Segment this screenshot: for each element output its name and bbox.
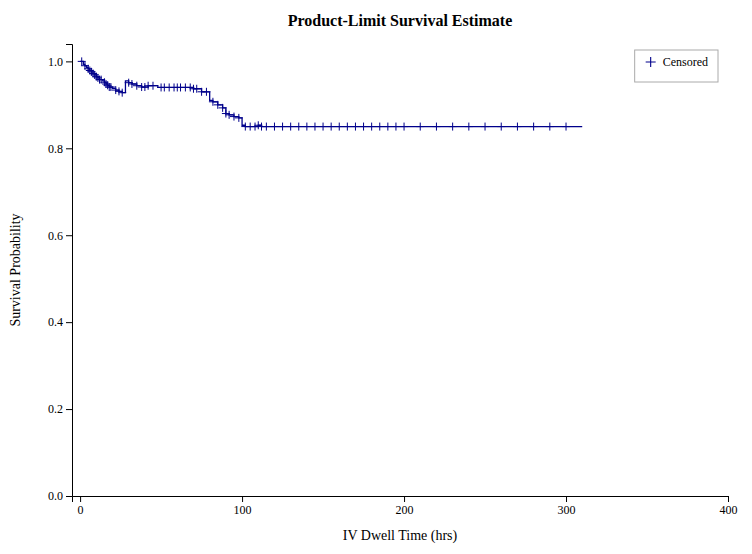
y-axis: 0.0 0.2 0.4 0.6 0.8 1.0 [48, 45, 73, 504]
title: Product-Limit Survival Estimate [288, 12, 513, 29]
x-tick-mark [728, 496, 729, 502]
censored-mark [392, 123, 400, 131]
censored-mark [481, 123, 489, 131]
y-tick-label: 0.8 [48, 142, 63, 156]
y-tick-mark [66, 496, 72, 497]
y-tick: 0.4 [48, 315, 72, 329]
y-tick: 0.2 [48, 402, 72, 416]
legend-frame [635, 50, 718, 82]
x-tick-label: 100 [234, 503, 252, 517]
y-axis-line [66, 45, 73, 497]
chart: 0 100 200 300 400 0.0 0.2 0.4 0.6 0.8 1.0 Censored P… [0, 0, 752, 554]
censored-mark [133, 82, 141, 90]
y-tick-label: 0.2 [48, 402, 63, 416]
y-tick-label: 0.6 [48, 229, 63, 243]
censored-mark [319, 123, 327, 131]
censored-mark [400, 123, 408, 131]
censored-mark [530, 123, 538, 131]
y-tick-label: 1.0 [48, 55, 63, 69]
censored-mark [368, 123, 376, 131]
censored-mark [449, 123, 457, 131]
y-axis-title: Survival Probability [8, 213, 23, 326]
x-axis: 0 100 200 300 400 [73, 496, 738, 517]
plot: 0 100 200 300 400 0.0 0.2 0.4 0.6 0.8 1.0 Censored [48, 45, 738, 517]
y-tick-mark [66, 61, 72, 62]
censored-mark [230, 113, 238, 121]
censored-mark [546, 123, 554, 131]
legend-symbol [646, 57, 656, 67]
censored-mark [465, 123, 473, 131]
y-tick: 1.0 [48, 55, 72, 69]
y-tick: 0.0 [48, 489, 72, 503]
censored-mark [343, 123, 351, 131]
x-tick-label: 0 [78, 503, 84, 517]
x-tick-mark [404, 496, 405, 502]
censored-mark [118, 89, 126, 97]
censored-mark [287, 123, 295, 131]
x-tick: 100 [234, 496, 252, 517]
y-tick: 0.8 [48, 142, 72, 156]
x-tick-label: 400 [720, 503, 738, 517]
censored-mark [235, 114, 243, 122]
marks [78, 57, 583, 130]
y-tick: 0.6 [48, 229, 72, 243]
censored-mark [376, 123, 384, 131]
x-tick-label: 200 [396, 503, 414, 517]
censored-mark [311, 123, 319, 131]
censored-mark [432, 123, 440, 131]
y-tick-label: 0.4 [48, 315, 63, 329]
censored-mark [303, 123, 311, 131]
censored-mark [295, 123, 303, 131]
censored-mark [225, 111, 233, 119]
y-tick-mark [66, 409, 72, 410]
y-tick-mark [66, 322, 72, 323]
legend-label: Censored [663, 55, 708, 69]
x-axis-line [73, 497, 729, 503]
censored-mark [562, 123, 570, 131]
censored-mark [262, 123, 270, 131]
y-tick-label: 0.0 [48, 489, 63, 503]
censored-mark [279, 123, 287, 131]
censored-mark [335, 123, 343, 131]
survival-curve [80, 61, 582, 126]
censored-mark [351, 123, 359, 131]
x-tick: 200 [396, 496, 414, 517]
x-tick-mark [80, 496, 81, 502]
censored-mark [270, 123, 278, 131]
x-tick: 0 [78, 496, 84, 517]
censored-mark [497, 123, 505, 131]
x-axis-title: IV Dwell Time (hrs) [343, 528, 458, 544]
censored-mark [360, 123, 368, 131]
y-tick-mark [66, 148, 72, 149]
y-tick-mark [66, 235, 72, 236]
censored-mark [513, 123, 521, 131]
x-tick-label: 300 [558, 503, 576, 517]
censored-mark [149, 82, 157, 90]
censored-mark [202, 88, 210, 96]
x-tick-mark [242, 496, 243, 502]
censored-mark [416, 123, 424, 131]
censored-mark [128, 80, 136, 88]
censored-mark [327, 123, 335, 131]
x-tick: 300 [558, 496, 576, 517]
x-tick: 400 [720, 496, 738, 517]
legend: Censored [635, 50, 718, 82]
censored-mark [384, 123, 392, 131]
legend-item: Censored [646, 55, 708, 69]
x-tick-mark [566, 496, 567, 502]
